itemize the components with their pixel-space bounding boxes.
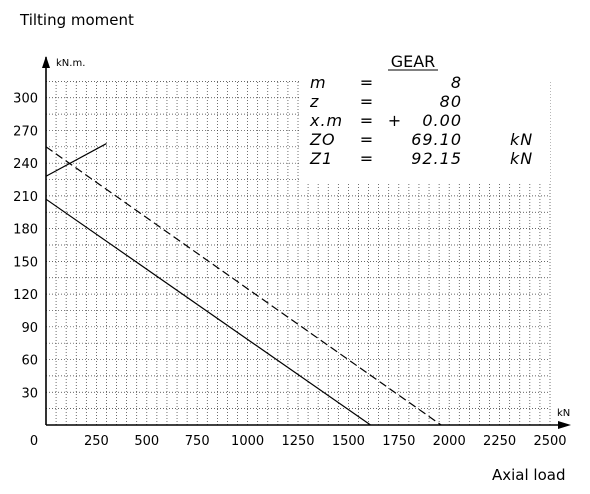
y-tick-label: 270 — [13, 124, 38, 139]
x-tick-label: 0 — [30, 434, 38, 449]
x-tick-label: 2000 — [433, 434, 466, 449]
y-tick-label: 300 — [13, 92, 38, 107]
x-tick-label: 2500 — [533, 434, 566, 449]
gear-param-equals: = — [360, 73, 374, 92]
gear-param-value: 0.00 — [422, 111, 462, 130]
x-axis-unit: kN — [557, 408, 570, 419]
x-axis-title: Axial load — [492, 466, 566, 484]
gear-param-equals: = — [360, 130, 374, 149]
gear-param-value: 69.10 — [411, 130, 462, 149]
y-tick-label: 60 — [21, 354, 38, 369]
annotation-background — [300, 52, 550, 182]
gear-title: GEAR — [391, 52, 436, 71]
series-line-3 — [45, 143, 107, 177]
x-tick-label: 1500 — [332, 434, 365, 449]
x-axis-arrow — [558, 421, 571, 429]
y-tick-label: 90 — [21, 321, 38, 336]
gear-param-value: 8 — [451, 73, 462, 92]
y-axis-arrow — [42, 56, 50, 68]
gear-param-equals: = — [360, 111, 374, 130]
gear-param-label: Z1 — [309, 149, 333, 168]
series-group — [45, 143, 442, 426]
gear-param-value: 92.15 — [411, 149, 462, 168]
x-tick-label: 750 — [185, 434, 210, 449]
x-tick-label: 1000 — [231, 434, 264, 449]
y-axis-title: Tilting moment — [20, 11, 134, 29]
gear-param-label: m — [310, 73, 327, 92]
x-tick-label: 2250 — [483, 434, 516, 449]
y-tick-label: 210 — [13, 190, 38, 205]
x-tick-label: 250 — [84, 434, 109, 449]
y-tick-label: 30 — [21, 386, 38, 401]
gear-param-label: ZO — [309, 130, 336, 149]
gear-param-unit: kN — [510, 130, 533, 149]
x-tick-label: 500 — [134, 434, 159, 449]
series-line-1 — [45, 198, 371, 426]
y-tick-label: 180 — [13, 223, 38, 238]
gear-param-label: x.m — [309, 111, 343, 130]
tick-labels: 0 250 500 750 1000 1250 1500 1750 2000 2250 2500 30… — [13, 58, 570, 449]
series-line-2 — [45, 146, 442, 426]
gear-param-label: z — [309, 92, 319, 111]
gear-param-value: 80 — [440, 92, 462, 111]
axes — [42, 56, 571, 429]
grid — [46, 81, 551, 425]
y-axis-unit: kN.m. — [56, 58, 85, 69]
x-tick-label: 1250 — [281, 434, 314, 449]
gear-param-sign: + — [388, 111, 402, 130]
gear-param-equals: = — [360, 149, 374, 168]
y-tick-label: 240 — [13, 157, 38, 172]
y-tick-label: 150 — [13, 255, 38, 270]
y-tick-label: 120 — [13, 288, 38, 303]
gear-annotation: GEAR m = 8 z = 80 x.m = +0.00 ZO = 69.10 kN Z1 = 92.15 kN — [300, 52, 550, 182]
gear-param-equals: = — [360, 92, 374, 111]
gear-param-unit: kN — [510, 149, 533, 168]
x-tick-label: 1750 — [382, 434, 415, 449]
